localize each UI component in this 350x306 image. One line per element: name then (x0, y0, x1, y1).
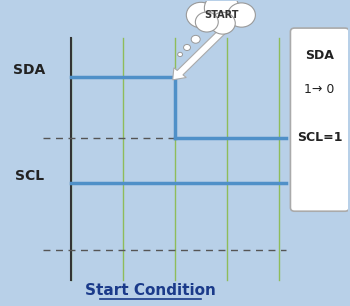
Circle shape (195, 12, 218, 32)
Text: 1→ 0: 1→ 0 (304, 83, 335, 96)
Circle shape (178, 52, 182, 57)
Text: SDA: SDA (305, 50, 334, 62)
Circle shape (228, 3, 256, 27)
Text: SCL=1: SCL=1 (297, 131, 342, 144)
Circle shape (183, 44, 190, 50)
Text: START: START (204, 10, 239, 20)
Circle shape (204, 0, 239, 23)
Circle shape (210, 12, 235, 34)
Text: SCL: SCL (15, 169, 44, 183)
Circle shape (186, 2, 216, 28)
Text: Start Condition: Start Condition (85, 283, 216, 298)
FancyArrow shape (173, 28, 226, 80)
Circle shape (191, 35, 200, 43)
FancyBboxPatch shape (290, 28, 349, 211)
Text: SDA: SDA (13, 63, 45, 76)
